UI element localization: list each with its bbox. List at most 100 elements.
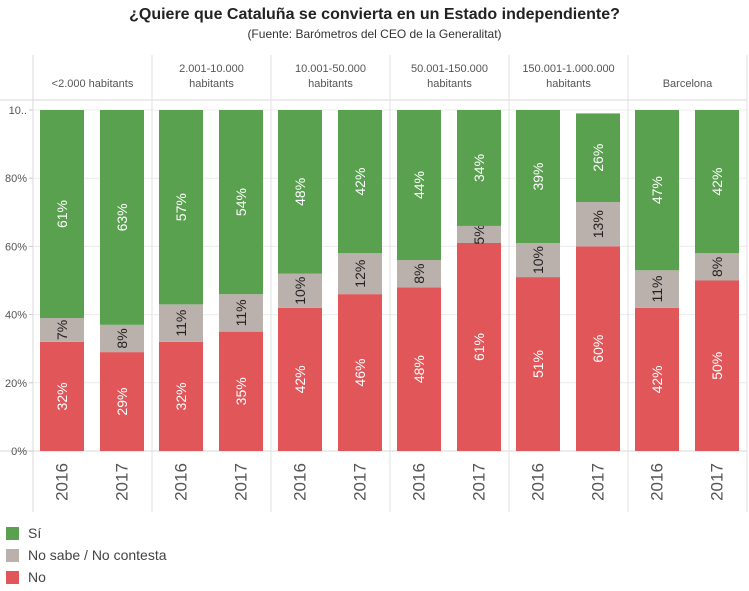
x-tick-label-year: 2016: [410, 463, 429, 501]
bar-segment-si: [100, 110, 144, 325]
data-label-ns: 10%: [292, 277, 308, 305]
data-label-si: 57%: [173, 193, 189, 221]
data-label-si: 54%: [233, 188, 249, 216]
bar-segment-no: [635, 307, 679, 451]
data-label-ns: 10%: [530, 246, 546, 274]
group-header-label: 50.001-150.000 habitants: [411, 63, 488, 90]
data-label-si: 47%: [649, 176, 665, 204]
x-tick-label-year: 2017: [589, 463, 608, 501]
bar-segment-no: [397, 287, 441, 451]
bar-segment-no: [219, 331, 263, 451]
bar-segment-ns: [516, 242, 560, 278]
x-tick-label-year: 2016: [529, 463, 548, 501]
chart-title: ¿Quiere que Cataluña se convierta en un …: [129, 6, 620, 23]
chart-subtitle: (Fuente: Barómetros del CEO de la Genera…: [247, 27, 502, 41]
legend-label-no: No: [28, 569, 46, 585]
data-label-no: 60%: [590, 335, 606, 363]
legend-swatch-si: [6, 526, 19, 540]
group-header-label: 2.001-10.000 habitants: [179, 63, 244, 90]
data-label-ns: 8%: [709, 257, 725, 277]
x-tick-label-year: 2017: [113, 463, 132, 501]
bar-segment-ns: [397, 260, 441, 288]
data-label-si: 26%: [590, 144, 606, 172]
legend-item-no[interactable]: No: [6, 566, 167, 588]
bar-segment-ns: [457, 225, 501, 243]
x-tick-label-year: 2017: [708, 463, 727, 501]
x-tick-label-year: 2017: [232, 463, 251, 501]
y-tick-label: 20%: [5, 378, 27, 390]
bar-segment-si: [695, 110, 739, 254]
x-tick-label-year: 2016: [648, 463, 667, 501]
data-label-no: 42%: [649, 365, 665, 393]
bar-segment-si: [40, 110, 84, 319]
x-tick-label-year: 2016: [172, 463, 191, 501]
data-label-no: 35%: [233, 377, 249, 405]
data-label-si: 42%: [709, 168, 725, 196]
data-label-si: 48%: [292, 178, 308, 206]
y-tick-label: 60%: [5, 241, 27, 253]
bar-segment-si: [278, 110, 322, 274]
x-tick-label-year: 2016: [291, 463, 310, 501]
data-label-no: 46%: [352, 359, 368, 387]
legend-label-si: Sí: [28, 525, 42, 541]
legend-item-ns[interactable]: No sabe / No contesta: [6, 544, 167, 566]
bar-segment-no: [159, 341, 203, 451]
bar-segment-si: [397, 110, 441, 261]
bar-segment-si: [457, 110, 501, 226]
bar-segment-ns: [159, 304, 203, 342]
bar-segment-ns: [695, 253, 739, 281]
data-label-ns: 11%: [233, 299, 249, 326]
legend-item-si[interactable]: Sí: [6, 522, 167, 544]
data-label-no: 32%: [54, 382, 70, 410]
data-label-ns: 13%: [590, 210, 606, 238]
bar-segment-ns: [40, 318, 84, 342]
bar-segment-ns: [278, 273, 322, 308]
y-tick-label: 10..: [9, 105, 27, 117]
bar-segment-si: [576, 113, 620, 203]
bar-segment-no: [457, 242, 501, 451]
data-label-no: 50%: [709, 352, 725, 380]
bar-segment-no: [278, 307, 322, 451]
data-label-ns: 5%: [471, 224, 487, 244]
data-label-ns: 7%: [54, 320, 70, 340]
group-header-label: 10.001-50.000 habitants: [295, 63, 366, 90]
bar-segment-si: [635, 110, 679, 271]
data-label-ns: 11%: [649, 276, 665, 303]
legend-label-ns: No sabe / No contesta: [28, 547, 167, 563]
x-tick-label-year: 2016: [53, 463, 72, 501]
data-label-no: 61%: [471, 333, 487, 361]
data-label-no: 51%: [530, 350, 546, 378]
group-header-label: <2.000 habitants: [52, 78, 134, 90]
bar-segment-si: [516, 110, 560, 243]
data-label-ns: 8%: [114, 328, 130, 348]
bar-segment-si: [219, 110, 263, 295]
data-label-si: 42%: [352, 168, 368, 196]
data-label-no: 32%: [173, 382, 189, 410]
legend-swatch-ns: [6, 548, 19, 562]
bar-segment-si: [338, 110, 382, 254]
legend: Sí No sabe / No contesta No: [6, 522, 167, 588]
data-label-si: 44%: [411, 171, 427, 199]
bar-segment-ns: [338, 253, 382, 295]
data-label-si: 61%: [54, 200, 70, 228]
data-label-si: 63%: [114, 203, 130, 231]
x-tick-label-year: 2017: [351, 463, 370, 501]
bar-segment-ns: [576, 202, 620, 247]
data-label-ns: 8%: [411, 264, 427, 284]
x-tick-label-year: 2017: [470, 463, 489, 501]
data-label-si: 34%: [471, 154, 487, 182]
legend-swatch-no: [6, 570, 19, 584]
data-label-ns: 11%: [173, 310, 189, 337]
bar-segment-no: [40, 341, 84, 451]
bar-segment-si: [159, 110, 203, 305]
data-label-no: 42%: [292, 365, 308, 393]
data-label-ns: 12%: [352, 260, 368, 288]
bar-segment-no: [100, 352, 144, 451]
bar-segment-no: [695, 280, 739, 451]
data-label-no: 48%: [411, 355, 427, 383]
bar-segment-no: [576, 246, 620, 451]
group-header-label: 150.001-1.000.000 habitants: [522, 63, 614, 90]
data-label-no: 29%: [114, 388, 130, 416]
group-header-label: Barcelona: [663, 78, 713, 90]
data-label-si: 39%: [530, 162, 546, 190]
